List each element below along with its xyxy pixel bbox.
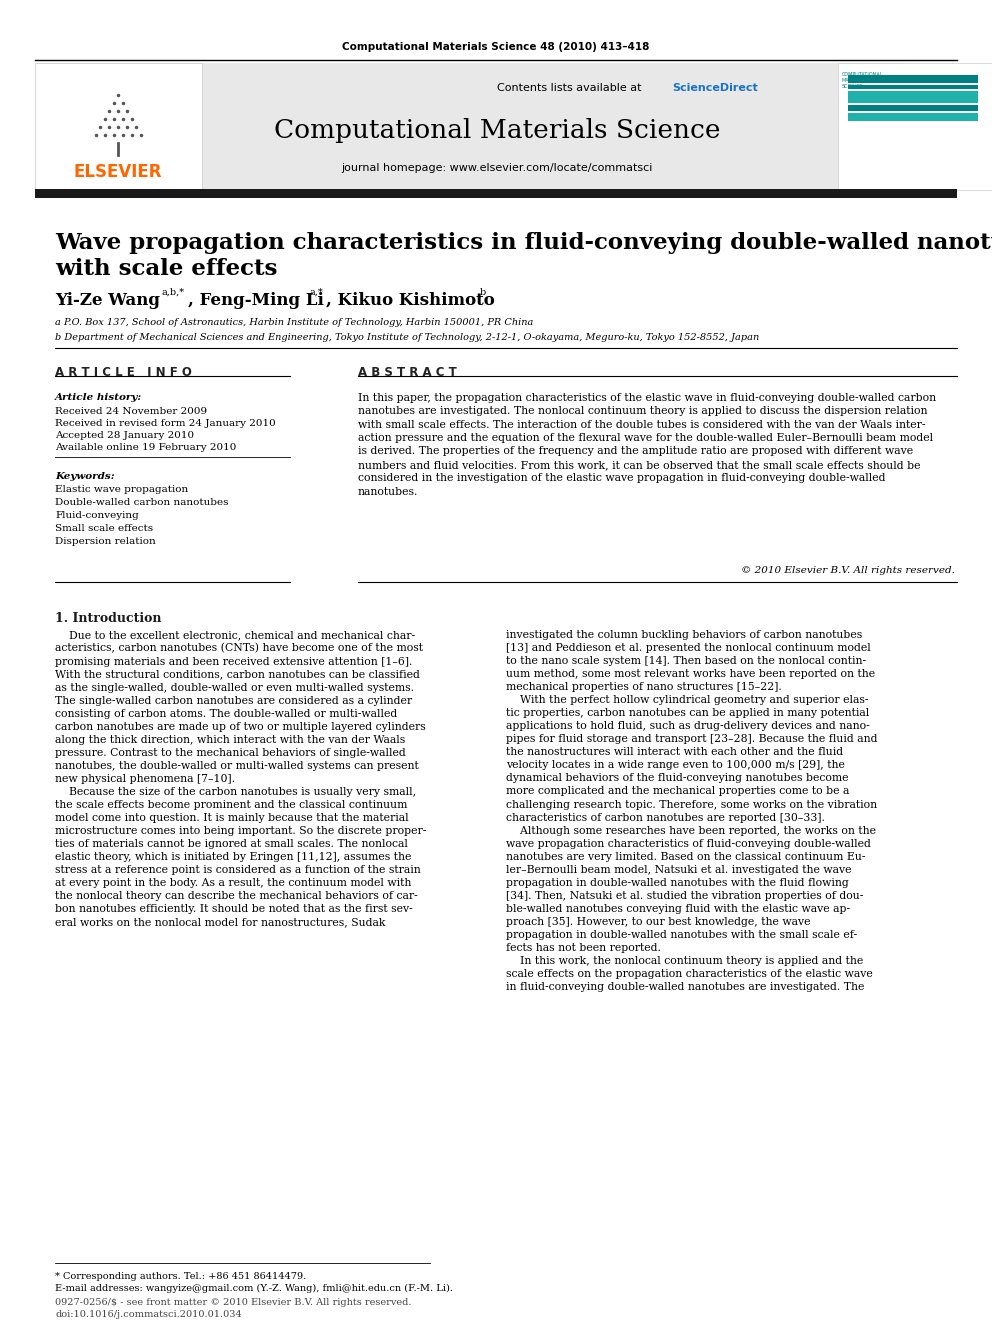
Text: ELSEVIER: ELSEVIER [73,163,163,181]
Bar [848,112,978,120]
Bar [848,105,978,111]
Text: a,*: a,* [310,288,323,296]
Text: COMPUTATIONAL
MATERIALS
SCIENCE: COMPUTATIONAL MATERIALS SCIENCE [842,71,884,89]
Text: Accepted 28 January 2010: Accepted 28 January 2010 [55,431,194,441]
Text: b Department of Mechanical Sciences and Engineering, Tokyo Institute of Technolo: b Department of Mechanical Sciences and … [55,333,759,343]
Bar [848,91,978,103]
Text: b: b [480,288,486,296]
Text: E-mail addresses: wangyize@gmail.com (Y.-Z. Wang), fmli@hit.edu.cn (F.-M. Li).: E-mail addresses: wangyize@gmail.com (Y.… [55,1285,453,1293]
Bar [848,85,978,89]
Text: Computational Materials Science 48 (2010) 413–418: Computational Materials Science 48 (2010… [342,42,650,52]
Text: * Corresponding authors. Tel.: +86 451 86414479.: * Corresponding authors. Tel.: +86 451 8… [55,1271,307,1281]
Text: Contents lists available at: Contents lists available at [497,83,645,93]
Text: journal homepage: www.elsevier.com/locate/commatsci: journal homepage: www.elsevier.com/locat… [341,163,653,173]
Text: Fluid-conveying: Fluid-conveying [55,511,139,520]
Text: Computational Materials Science: Computational Materials Science [274,118,720,143]
Text: Available online 19 February 2010: Available online 19 February 2010 [55,443,236,452]
Text: Yi-Ze Wang: Yi-Ze Wang [55,292,160,310]
Text: Elastic wave propagation: Elastic wave propagation [55,486,188,493]
Text: 1. Introduction: 1. Introduction [55,613,162,624]
Text: Dispersion relation: Dispersion relation [55,537,156,546]
Text: with scale effects: with scale effects [55,258,278,280]
Text: doi:10.1016/j.commatsci.2010.01.034: doi:10.1016/j.commatsci.2010.01.034 [55,1310,242,1319]
Text: A R T I C L E   I N F O: A R T I C L E I N F O [55,366,191,378]
Text: investigated the column buckling behaviors of carbon nanotubes
[13] and Peddieso: investigated the column buckling behavio… [506,630,878,992]
Text: , Feng-Ming Li: , Feng-Ming Li [188,292,323,310]
Text: A B S T R A C T: A B S T R A C T [358,366,456,378]
Text: Due to the excellent electronic, chemical and mechanical char-
acteristics, carb: Due to the excellent electronic, chemica… [55,630,427,927]
Text: In this paper, the propagation characteristics of the elastic wave in fluid-conv: In this paper, the propagation character… [358,393,936,496]
Text: Keywords:: Keywords: [55,472,115,482]
Text: Wave propagation characteristics in fluid-conveying double-walled nanotubes: Wave propagation characteristics in flui… [55,232,992,254]
Text: Double-walled carbon nanotubes: Double-walled carbon nanotubes [55,497,228,507]
Text: 0927-0256/$ - see front matter © 2010 Elsevier B.V. All rights reserved.: 0927-0256/$ - see front matter © 2010 El… [55,1298,412,1307]
Text: , Kikuo Kishimoto: , Kikuo Kishimoto [326,292,495,310]
Text: a,b,*: a,b,* [162,288,186,296]
Bar [35,189,957,198]
Text: Received 24 November 2009: Received 24 November 2009 [55,407,207,415]
Bar [35,64,905,191]
Bar [838,64,992,191]
Bar [848,75,978,83]
Text: ScienceDirect: ScienceDirect [672,83,758,93]
Bar [35,64,202,191]
Text: a P.O. Box 137, School of Astronautics, Harbin Institute of Technology, Harbin 1: a P.O. Box 137, School of Astronautics, … [55,318,534,327]
Text: © 2010 Elsevier B.V. All rights reserved.: © 2010 Elsevier B.V. All rights reserved… [741,566,955,576]
Text: Article history:: Article history: [55,393,142,402]
Text: Received in revised form 24 January 2010: Received in revised form 24 January 2010 [55,419,276,429]
Text: Small scale effects: Small scale effects [55,524,153,533]
